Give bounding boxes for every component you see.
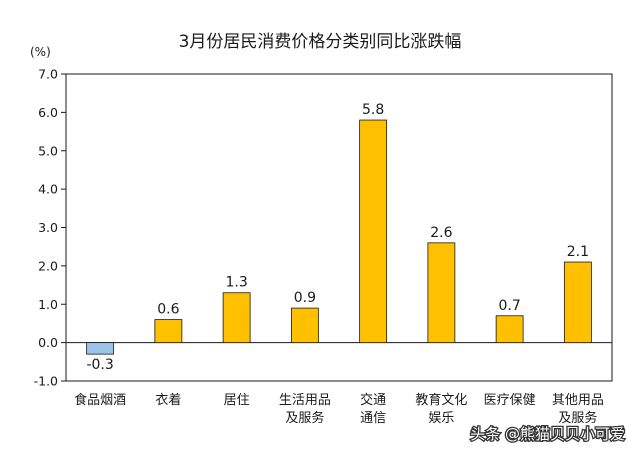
x-category-label: 食品烟酒	[74, 392, 126, 408]
bar	[563, 261, 592, 344]
bar	[154, 319, 183, 344]
data-label: 1.3	[225, 275, 247, 291]
data-label: -0.3	[86, 357, 113, 373]
data-label: 2.1	[567, 244, 589, 260]
y-tick-label: 0.0	[38, 335, 58, 350]
y-tick-label: 4.0	[38, 182, 58, 197]
data-label: 5.8	[362, 102, 384, 118]
bar	[427, 242, 456, 344]
x-category-label: 娱乐	[428, 411, 454, 426]
x-category-label: 其他用品	[552, 393, 604, 408]
x-category-label: 及服务	[285, 410, 324, 426]
plot-frame	[65, 73, 613, 382]
x-category-label: 交通	[360, 392, 386, 408]
bar	[495, 315, 524, 344]
x-category-label: 衣着	[155, 392, 181, 408]
bar	[86, 342, 115, 355]
y-tick-label: 5.0	[38, 143, 58, 158]
x-category-label: 居住	[224, 393, 250, 408]
watermark: 头条 @熊猫贝贝小可爱	[469, 424, 626, 445]
y-unit-label: (%)	[30, 45, 51, 59]
y-tick-label: 2.0	[38, 258, 58, 273]
x-category-label: 及服务	[558, 410, 597, 426]
plot-area: -1.0 0.0 1.0 2.0 3.0 4.0 5.0 6.0 7.0 -0.3 食品烟酒 0.6 衣…	[34, 67, 613, 426]
data-label: 0.6	[157, 302, 179, 318]
data-label: 0.7	[498, 298, 520, 314]
x-category-label: 通信	[360, 411, 386, 426]
x-category-label: 生活用品	[279, 393, 331, 408]
y-tick-label: -1.0	[34, 374, 58, 389]
y-tick-label: 1.0	[38, 297, 58, 312]
y-tick-label: 7.0	[38, 67, 58, 82]
x-category-label: 医疗保健	[484, 393, 536, 408]
bar	[222, 292, 251, 344]
data-label: 0.9	[294, 290, 316, 306]
data-label: 2.6	[430, 225, 452, 241]
chart-title: 3月份居民消费价格分类别同比涨跌幅	[179, 32, 462, 52]
bar	[359, 119, 388, 344]
x-category-label: 教育文化	[415, 392, 467, 408]
y-tick-label: 3.0	[38, 220, 58, 235]
y-tick-label: 6.0	[38, 105, 58, 120]
bar	[290, 307, 319, 344]
watermark-text: 头条 @熊猫贝贝小可爱	[470, 425, 625, 443]
